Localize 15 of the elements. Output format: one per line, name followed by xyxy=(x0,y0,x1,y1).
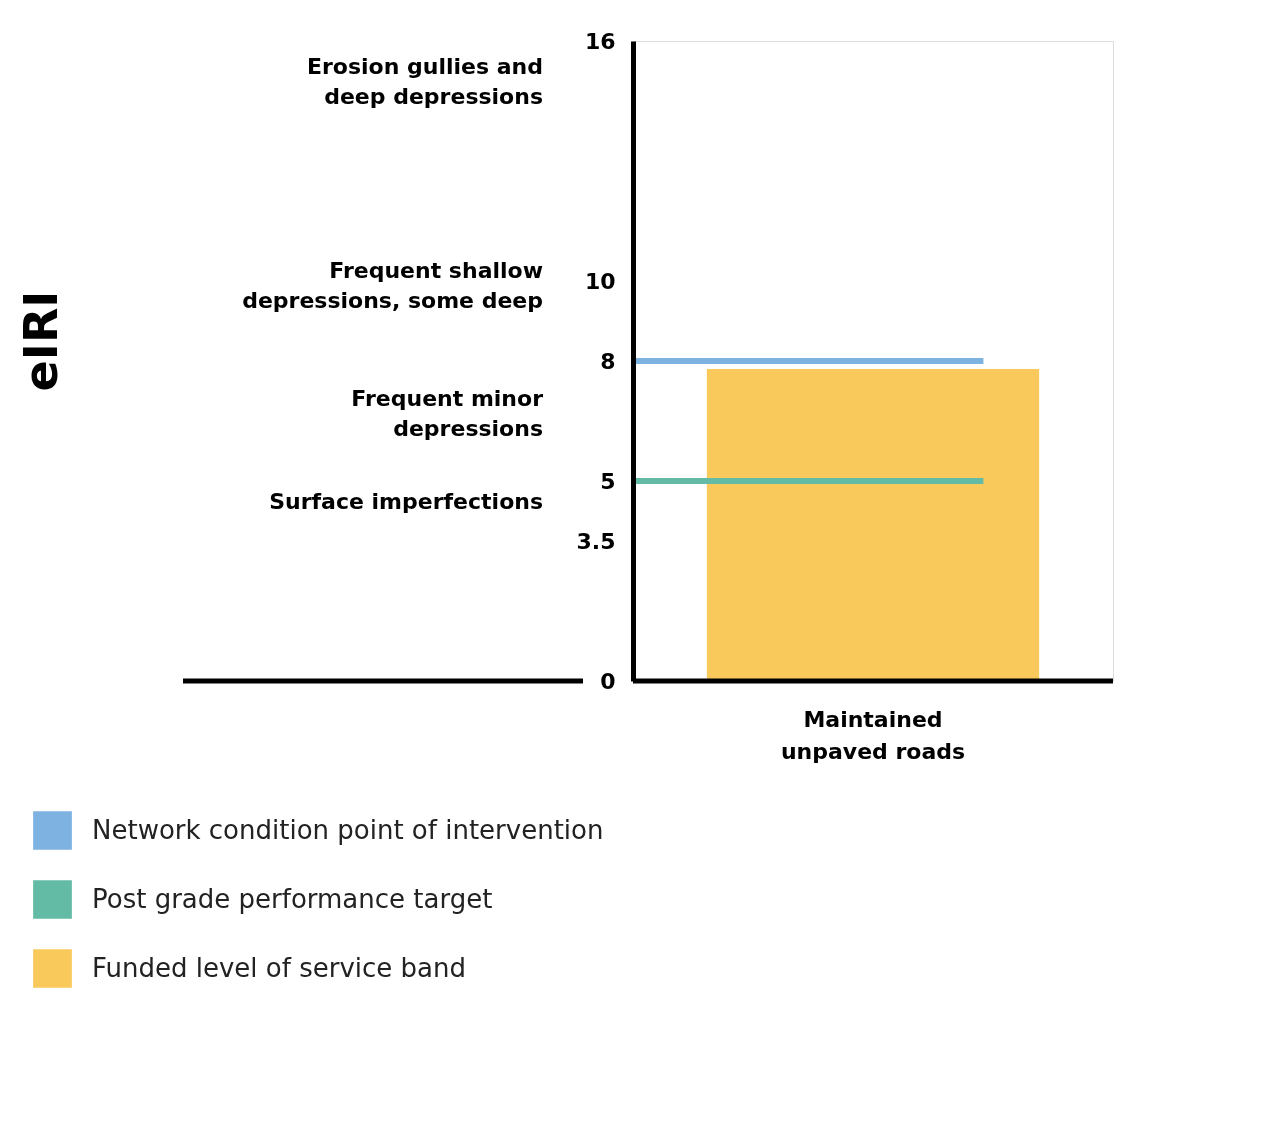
legend-label: Post grade performance target xyxy=(92,883,493,914)
legend-label: Network condition point of intervention xyxy=(92,814,604,845)
text: Frequent shallow depressions, some deep xyxy=(242,258,543,314)
x-tick-label: Maintained unpaved roads xyxy=(780,706,966,764)
y-tick-label: 0 xyxy=(600,668,616,694)
y-tick-label: 8 xyxy=(600,348,616,374)
text: Erosion gullies and deep depressions xyxy=(306,53,543,109)
text: Surface imperfections xyxy=(269,488,543,514)
text: Frequent minor depressions xyxy=(351,386,544,442)
y-tick-label: 3.5 xyxy=(576,528,616,554)
y-tick-label: 10 xyxy=(584,268,616,294)
text: eIRI xyxy=(14,290,68,392)
y-tick-label: 16 xyxy=(584,28,616,54)
y-tick-label: 5 xyxy=(600,468,616,494)
legend-label: Funded level of service band xyxy=(92,952,466,983)
